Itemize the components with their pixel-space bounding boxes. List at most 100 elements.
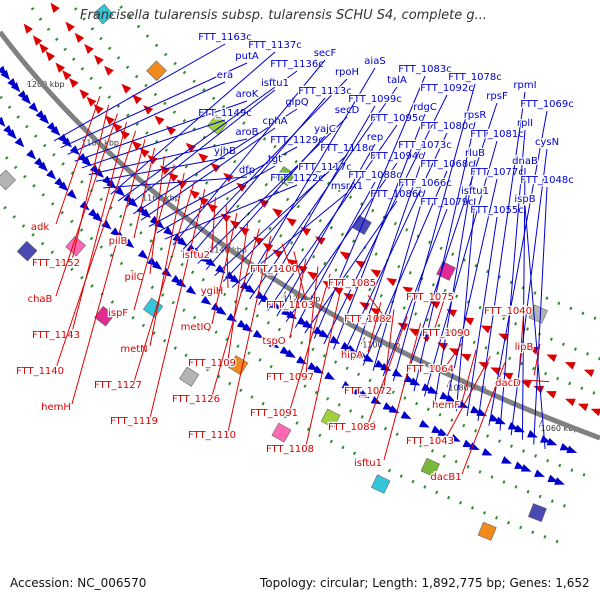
forward-gene-arrow [177,236,188,247]
forward-gene-arrow [382,402,394,411]
forward-gene-label: isftu1 [261,78,289,89]
reverse-leader-line [149,172,185,347]
forward-gene-arrow [539,435,551,443]
forward-gene-label: FTT_1113c [298,86,352,97]
forward-gene-arrow [514,461,526,469]
forward-gene-arrow [501,456,512,464]
feature-block [436,261,456,281]
forward-gene-label: FTT_1163c [198,32,252,43]
forward-leader-line [434,159,476,402]
forward-gene-arrow [6,129,17,140]
forward-leader-line [180,78,348,252]
forward-gene-label: FTT_1088c [348,170,402,181]
reverse-gene-label: FTT_1108 [266,444,314,455]
forward-gene-label: rpsF [486,91,508,102]
forward-gene-label: ispB [514,194,535,205]
forward-gene-label: yajC [314,124,336,135]
reverse-gene-arrow [220,213,231,223]
genome-summary: Topology: circular; Length: 1,892,775 bp… [260,576,590,590]
reverse-leader-line [293,251,307,303]
reverse-gene-arrow [498,333,509,342]
forward-gene-arrow [285,349,296,358]
reverse-gene-arrow [94,54,104,65]
reverse-leader-line [461,349,477,403]
forward-gene-arrow [28,102,39,113]
forward-gene-arrow [38,161,48,172]
forward-gene-label: FTT_1078c [448,72,502,83]
forward-gene-arrow [546,437,558,446]
forward-gene-label: rpoH [335,67,359,78]
forward-gene-arrow [318,329,330,338]
ruler-tick-label: 1060 kbp [541,424,579,433]
reverse-labels: adk FTT_1152 chaB FTT_1143 FTT_1140 hemH pilB p… [15,95,550,484]
reverse-gene-label: FTT_1103 [266,300,314,311]
reverse-gene-arrow [386,278,397,287]
reverse-gene-arrow [370,269,382,278]
rna-track [30,7,600,397]
reverse-gene-arrow [210,163,221,173]
reverse-gene-arrow [65,21,75,32]
reverse-gene-label: FTT_1100 [250,264,298,275]
reverse-leader-line [367,295,385,317]
reverse-gene-label: dacD [495,378,521,389]
reverse-gene-arrow [159,165,171,175]
forward-leader-line [382,208,448,377]
reverse-gene-arrow [429,300,441,309]
feature-block [94,306,115,327]
forward-gene-label: talA [387,75,407,86]
reverse-leader-line [461,362,506,475]
reverse-leader-line [447,329,463,338]
forward-leader-line [60,62,248,149]
forward-gene-arrow [191,247,202,257]
forward-leader-line [403,102,498,387]
reverse-gene-label: FTT_1075 [406,292,454,303]
reverse-leader-line [289,258,307,339]
forward-gene-label: FTT_1048c [520,175,574,186]
forward-gene-arrow [418,419,430,428]
forward-gene-arrow [93,168,104,178]
forward-gene-arrow [0,69,10,81]
reverse-gene-label: isftu1 [354,458,382,469]
reverse-leader-line [133,147,156,239]
feature-block [146,60,167,81]
reverse-leader-line [289,273,331,411]
reverse-leader-line [533,343,541,376]
reverse-leader-line [518,307,525,370]
reverse-gene-label: pilC [125,272,144,283]
reverse-gene-arrow [480,325,492,334]
reverse-leader-line [149,156,165,275]
reverse-gene-arrow [131,140,142,151]
reverse-gene-arrow [577,403,589,412]
forward-leader-line [445,178,498,407]
forward-gene-arrow [226,313,237,322]
forward-leader-line [533,186,548,445]
forward-gene-arrow [409,377,421,386]
reverse-gene-arrow [132,94,143,105]
feature-block [206,114,228,136]
forward-gene-arrow [81,156,92,167]
forward-gene-label: FTT_1149c [198,108,252,119]
reverse-gene-arrow [463,317,475,326]
forward-gene-arrow [268,339,280,349]
forward-gene-arrow [457,400,469,408]
forward-gene-arrow [520,464,532,472]
forward-gene-label: secF [314,48,337,59]
reverse-gene-arrow [104,115,115,126]
reverse-leader-line [227,220,249,361]
forward-gene-arrow [341,380,353,390]
forward-gene-label: glpQ [285,97,308,108]
reverse-gene-arrow [564,398,576,407]
reverse-gene-label: FTT_1126 [172,394,220,405]
forward-leader-line [477,91,526,421]
forward-gene-arrow [302,320,314,329]
reverse-gene-arrow [408,328,420,337]
reverse-leader-line [211,228,260,397]
forward-gene-arrow [260,294,271,304]
feature-block [93,3,114,25]
forward-leader-line [521,167,526,440]
reverse-gene-arrow [32,35,43,46]
reverse-leader-line [305,266,319,375]
reverse-leader-line [227,236,272,433]
reverse-gene-label: FTT_1152 [32,258,80,269]
